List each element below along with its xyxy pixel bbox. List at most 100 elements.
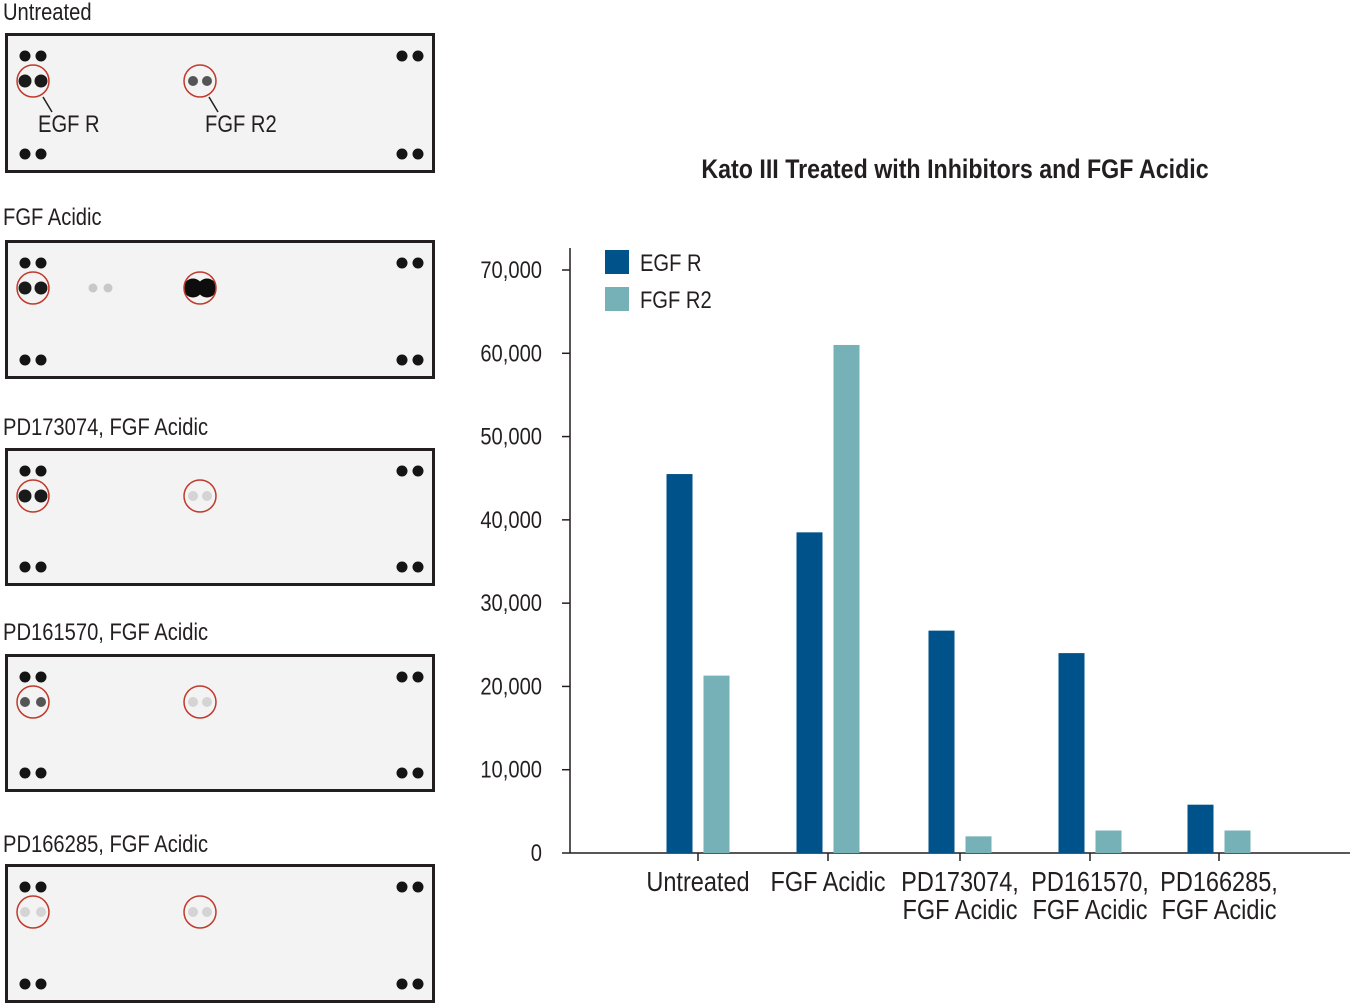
x-tick-label: FGF Acidic — [771, 867, 886, 897]
fgfr2-spot — [202, 697, 212, 707]
reference-spot — [396, 148, 408, 160]
fgfr2-spot — [202, 76, 212, 86]
egfr-spot — [20, 907, 30, 917]
reference-spot — [19, 465, 31, 477]
reference-spot — [35, 767, 47, 779]
fgfr2-circle-marker — [183, 895, 217, 929]
reference-spot — [412, 978, 424, 990]
reference-spot — [396, 767, 408, 779]
fgfr2-circle-marker — [183, 64, 217, 98]
blot-spots-fgf-acidic — [16, 257, 424, 366]
fgfr2-circle-marker — [183, 479, 217, 513]
reference-spot — [412, 881, 424, 893]
egfr-spot — [34, 489, 48, 503]
fgfr2-circle-marker — [183, 271, 217, 305]
fgfr2-leader-line — [208, 96, 219, 113]
blot-spots-pd173074 — [16, 465, 424, 573]
reference-spot — [19, 978, 31, 990]
reference-spot — [35, 671, 47, 683]
reference-spot — [19, 257, 31, 269]
y-tick-label: 20,000 — [480, 673, 542, 700]
legend-label: FGF R2 — [640, 286, 712, 313]
reference-spot — [396, 671, 408, 683]
x-tick-label: PD173074, — [901, 867, 1019, 897]
egfr-circle-marker — [16, 895, 50, 929]
fgfr2-spot — [202, 907, 212, 917]
reference-spot — [396, 354, 408, 366]
y-tick-label: 50,000 — [480, 423, 542, 450]
bar-egfr-2 — [928, 630, 955, 853]
fgfr2-spot — [183, 278, 203, 298]
blot-pd161570 — [5, 654, 435, 792]
egfr-circle-marker — [16, 479, 50, 513]
fgfr2-circle-marker — [183, 685, 217, 719]
reference-spot — [412, 561, 424, 573]
reference-spot — [19, 767, 31, 779]
egfr-circle-marker — [16, 64, 50, 98]
faint-spot — [88, 283, 98, 293]
bar-egfr-1 — [796, 532, 823, 853]
reference-spot — [396, 561, 408, 573]
reference-spot — [412, 50, 424, 62]
reference-spot — [19, 354, 31, 366]
bar-fgfr2-3 — [1095, 830, 1122, 853]
fgfr2-spot — [188, 697, 198, 707]
fgfr2-spot — [188, 491, 198, 501]
x-tick-label: PD166285, — [1160, 867, 1278, 897]
egfr-spot — [20, 697, 30, 707]
blot-label-pd161570: PD161570, FGF Acidic — [3, 619, 209, 646]
reference-spot — [35, 881, 47, 893]
reference-spot — [396, 978, 408, 990]
reference-spot — [412, 148, 424, 160]
egfr-spot — [18, 74, 32, 88]
x-tick-label: Untreated — [646, 867, 749, 897]
reference-spot — [35, 465, 47, 477]
blot-spots-pd161570 — [16, 671, 424, 779]
reference-spot — [35, 354, 47, 366]
blot-pd173074 — [5, 448, 435, 586]
bar-egfr-3 — [1058, 653, 1085, 853]
bar-fgfr2-0 — [703, 675, 730, 853]
fgfr2-spot — [202, 491, 212, 501]
blot-label-pd166285: PD166285, FGF Acidic — [3, 831, 209, 858]
egfr-circle-marker — [16, 685, 50, 719]
bar-egfr-4 — [1187, 804, 1214, 853]
reference-spot — [19, 881, 31, 893]
reference-spot — [19, 671, 31, 683]
x-tick-label: PD161570, — [1031, 867, 1149, 897]
blot-label-pd173074: PD173074, FGF Acidic — [3, 414, 209, 441]
legend-label: EGF R — [640, 249, 702, 276]
blot-label-fgf-acidic: FGF Acidic — [3, 204, 102, 231]
bar-fgfr2-1 — [833, 344, 860, 853]
reference-spot — [412, 671, 424, 683]
egfr-circle-marker — [16, 271, 50, 305]
reference-spot — [396, 50, 408, 62]
y-tick-label: 10,000 — [480, 756, 542, 783]
fgfr2-spot — [197, 278, 217, 298]
reference-spot — [412, 767, 424, 779]
callout-egfr: EGF R — [38, 111, 100, 138]
reference-spot — [35, 978, 47, 990]
callout-fgfr2: FGF R2 — [205, 111, 277, 138]
y-tick-label: 60,000 — [480, 340, 542, 367]
blot-untreated: EGF R FGF R2 — [5, 33, 435, 173]
reference-spot — [412, 354, 424, 366]
reference-spot — [35, 561, 47, 573]
egfr-spot — [36, 697, 46, 707]
bar-fgfr2-2 — [965, 836, 992, 853]
y-tick-label: 40,000 — [480, 506, 542, 533]
bar-egfr-0 — [666, 474, 693, 853]
chart-title: Kato III Treated with Inhibitors and FGF… — [701, 154, 1208, 184]
reference-spot — [35, 50, 47, 62]
egfr-spot — [36, 907, 46, 917]
blot-spots-pd166285 — [16, 881, 424, 990]
y-tick-label: 70,000 — [480, 256, 542, 283]
fgfr2-spot — [188, 76, 198, 86]
x-tick-label: FGF Acidic — [1162, 895, 1277, 925]
egfr-spot — [34, 281, 48, 295]
blot-label-untreated: Untreated — [3, 0, 92, 26]
legend-swatch — [605, 287, 629, 311]
x-tick-label: FGF Acidic — [1033, 895, 1148, 925]
reference-spot — [19, 561, 31, 573]
y-tick-label: 0 — [531, 839, 542, 866]
